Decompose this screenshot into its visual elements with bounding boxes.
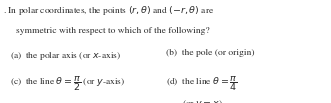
Text: (b)  the pole (or origin): (b) the pole (or origin): [166, 49, 254, 57]
Text: symmetric with respect to which of the following?: symmetric with respect to which of the f…: [16, 27, 210, 35]
Text: . In polar coordinates, the points $(r, \theta)$ and $(-r, \theta)$ are: . In polar coordinates, the points $(r, …: [3, 4, 214, 17]
Text: (or $y = x$): (or $y = x$): [182, 98, 223, 103]
Text: (a)  the polar axis (or $x$-axis): (a) the polar axis (or $x$-axis): [10, 49, 121, 63]
Text: (c)  the line $\theta = \dfrac{\pi}{2}$ (or $y$-axis): (c) the line $\theta = \dfrac{\pi}{2}$ (…: [10, 74, 125, 93]
Text: (d)  the line $\theta = \dfrac{\pi}{4}$: (d) the line $\theta = \dfrac{\pi}{4}$: [166, 74, 237, 93]
